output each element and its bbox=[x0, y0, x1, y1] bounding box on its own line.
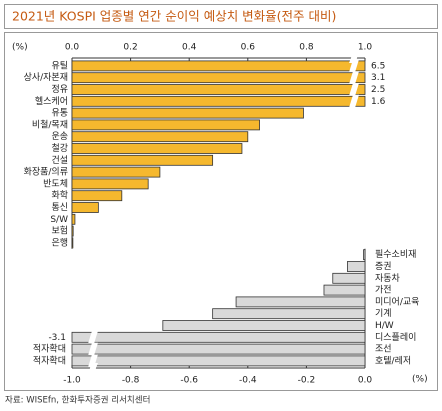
bar bbox=[71, 143, 243, 154]
category-label: 증권 bbox=[375, 260, 392, 272]
bar bbox=[363, 249, 366, 261]
category-label: 비철/목재 bbox=[32, 119, 68, 130]
x-tick-label: -0.6 bbox=[180, 376, 198, 386]
bar bbox=[71, 84, 366, 95]
category-label: 호텔/레저 bbox=[375, 354, 411, 366]
x-tick-label: 0.0 bbox=[65, 43, 80, 53]
category-label: 정유 bbox=[51, 84, 68, 95]
x-tick-label: -0.4 bbox=[239, 376, 257, 386]
axis-break bbox=[88, 330, 98, 344]
bar bbox=[71, 237, 74, 249]
x-tick-label: 0.8 bbox=[299, 43, 314, 53]
unit-label: (%) bbox=[412, 375, 428, 385]
category-label: 디스플레이 bbox=[375, 332, 416, 343]
axis-break bbox=[349, 53, 359, 63]
bar bbox=[71, 107, 304, 119]
chart-title: 2021년 KOSPI 업종별 연간 순이익 예상치 변화율(전주 대비) bbox=[12, 9, 336, 24]
category-label: 유통 bbox=[51, 108, 68, 119]
value-label: 3.1 bbox=[371, 73, 385, 83]
category-label: S/W bbox=[50, 215, 68, 225]
bar bbox=[71, 190, 123, 202]
bar bbox=[212, 308, 366, 320]
bar bbox=[71, 154, 214, 166]
category-label: 헬스케어 bbox=[35, 96, 68, 107]
x-tick-label: 0.6 bbox=[241, 43, 256, 53]
value-label: 적자확대 bbox=[33, 354, 66, 366]
category-label: 조선 bbox=[375, 344, 392, 355]
value-label: 적자확대 bbox=[33, 343, 66, 355]
bar bbox=[71, 225, 74, 237]
bar bbox=[71, 119, 260, 131]
x-tick-label: -0.8 bbox=[122, 376, 140, 386]
axis-break bbox=[88, 342, 98, 356]
category-label: 필수소비재 bbox=[375, 248, 416, 260]
category-label: H/W bbox=[375, 321, 394, 331]
value-label: 1.6 bbox=[371, 97, 386, 107]
axis-break bbox=[349, 94, 359, 108]
category-label: 가전 bbox=[375, 285, 392, 296]
bar bbox=[71, 343, 366, 355]
bar bbox=[332, 272, 366, 284]
title-box bbox=[4, 4, 438, 29]
category-label: 은행 bbox=[51, 236, 68, 248]
value-label: 2.5 bbox=[371, 85, 385, 95]
bar bbox=[71, 213, 76, 225]
bar bbox=[71, 355, 366, 367]
axis-break bbox=[88, 363, 98, 373]
bar bbox=[71, 178, 149, 190]
category-label: 기계 bbox=[375, 307, 392, 319]
x-tick-label: -1.0 bbox=[63, 376, 81, 386]
source: 자료: WISEfn, 한화투자증권 리서치센터 bbox=[5, 395, 150, 406]
bar bbox=[162, 320, 366, 331]
x-tick-label: 0.0 bbox=[358, 376, 373, 386]
bar bbox=[235, 296, 366, 308]
value-label: -3.1 bbox=[48, 333, 66, 343]
category-label: 통신 bbox=[51, 202, 68, 213]
bar bbox=[323, 284, 366, 296]
x-tick-label: 0.2 bbox=[123, 43, 137, 53]
axis-break bbox=[88, 354, 98, 368]
category-label: 건설 bbox=[51, 155, 68, 166]
x-tick-label: 0.4 bbox=[182, 43, 197, 53]
x-tick-label: -0.2 bbox=[298, 376, 316, 386]
bar bbox=[71, 95, 366, 107]
category-label: 반도체 bbox=[43, 178, 68, 189]
bar bbox=[71, 331, 366, 343]
axis-break bbox=[349, 71, 359, 85]
value-label: 6.5 bbox=[371, 61, 385, 71]
category-label: 화장품/의류 bbox=[24, 167, 68, 178]
bar bbox=[71, 131, 249, 143]
bar bbox=[71, 202, 99, 213]
category-label: 보험 bbox=[51, 226, 68, 237]
category-label: 상사/자본재 bbox=[24, 72, 68, 83]
category-label: 철강 bbox=[51, 143, 68, 154]
bar bbox=[347, 261, 366, 272]
category-label: 미디어/교육 bbox=[375, 296, 419, 307]
category-label: 자동차 bbox=[375, 272, 401, 284]
x-tick-label: 1.0 bbox=[358, 43, 373, 53]
bar bbox=[71, 60, 366, 72]
axis-break bbox=[349, 83, 359, 96]
unit-label: (%) bbox=[12, 43, 28, 53]
category-label: 운송 bbox=[51, 131, 68, 142]
bar bbox=[71, 72, 366, 84]
category-label: 유틸 bbox=[51, 60, 68, 71]
bar bbox=[71, 166, 161, 178]
axis-break bbox=[349, 59, 359, 73]
category-label: 화학 bbox=[51, 190, 68, 201]
